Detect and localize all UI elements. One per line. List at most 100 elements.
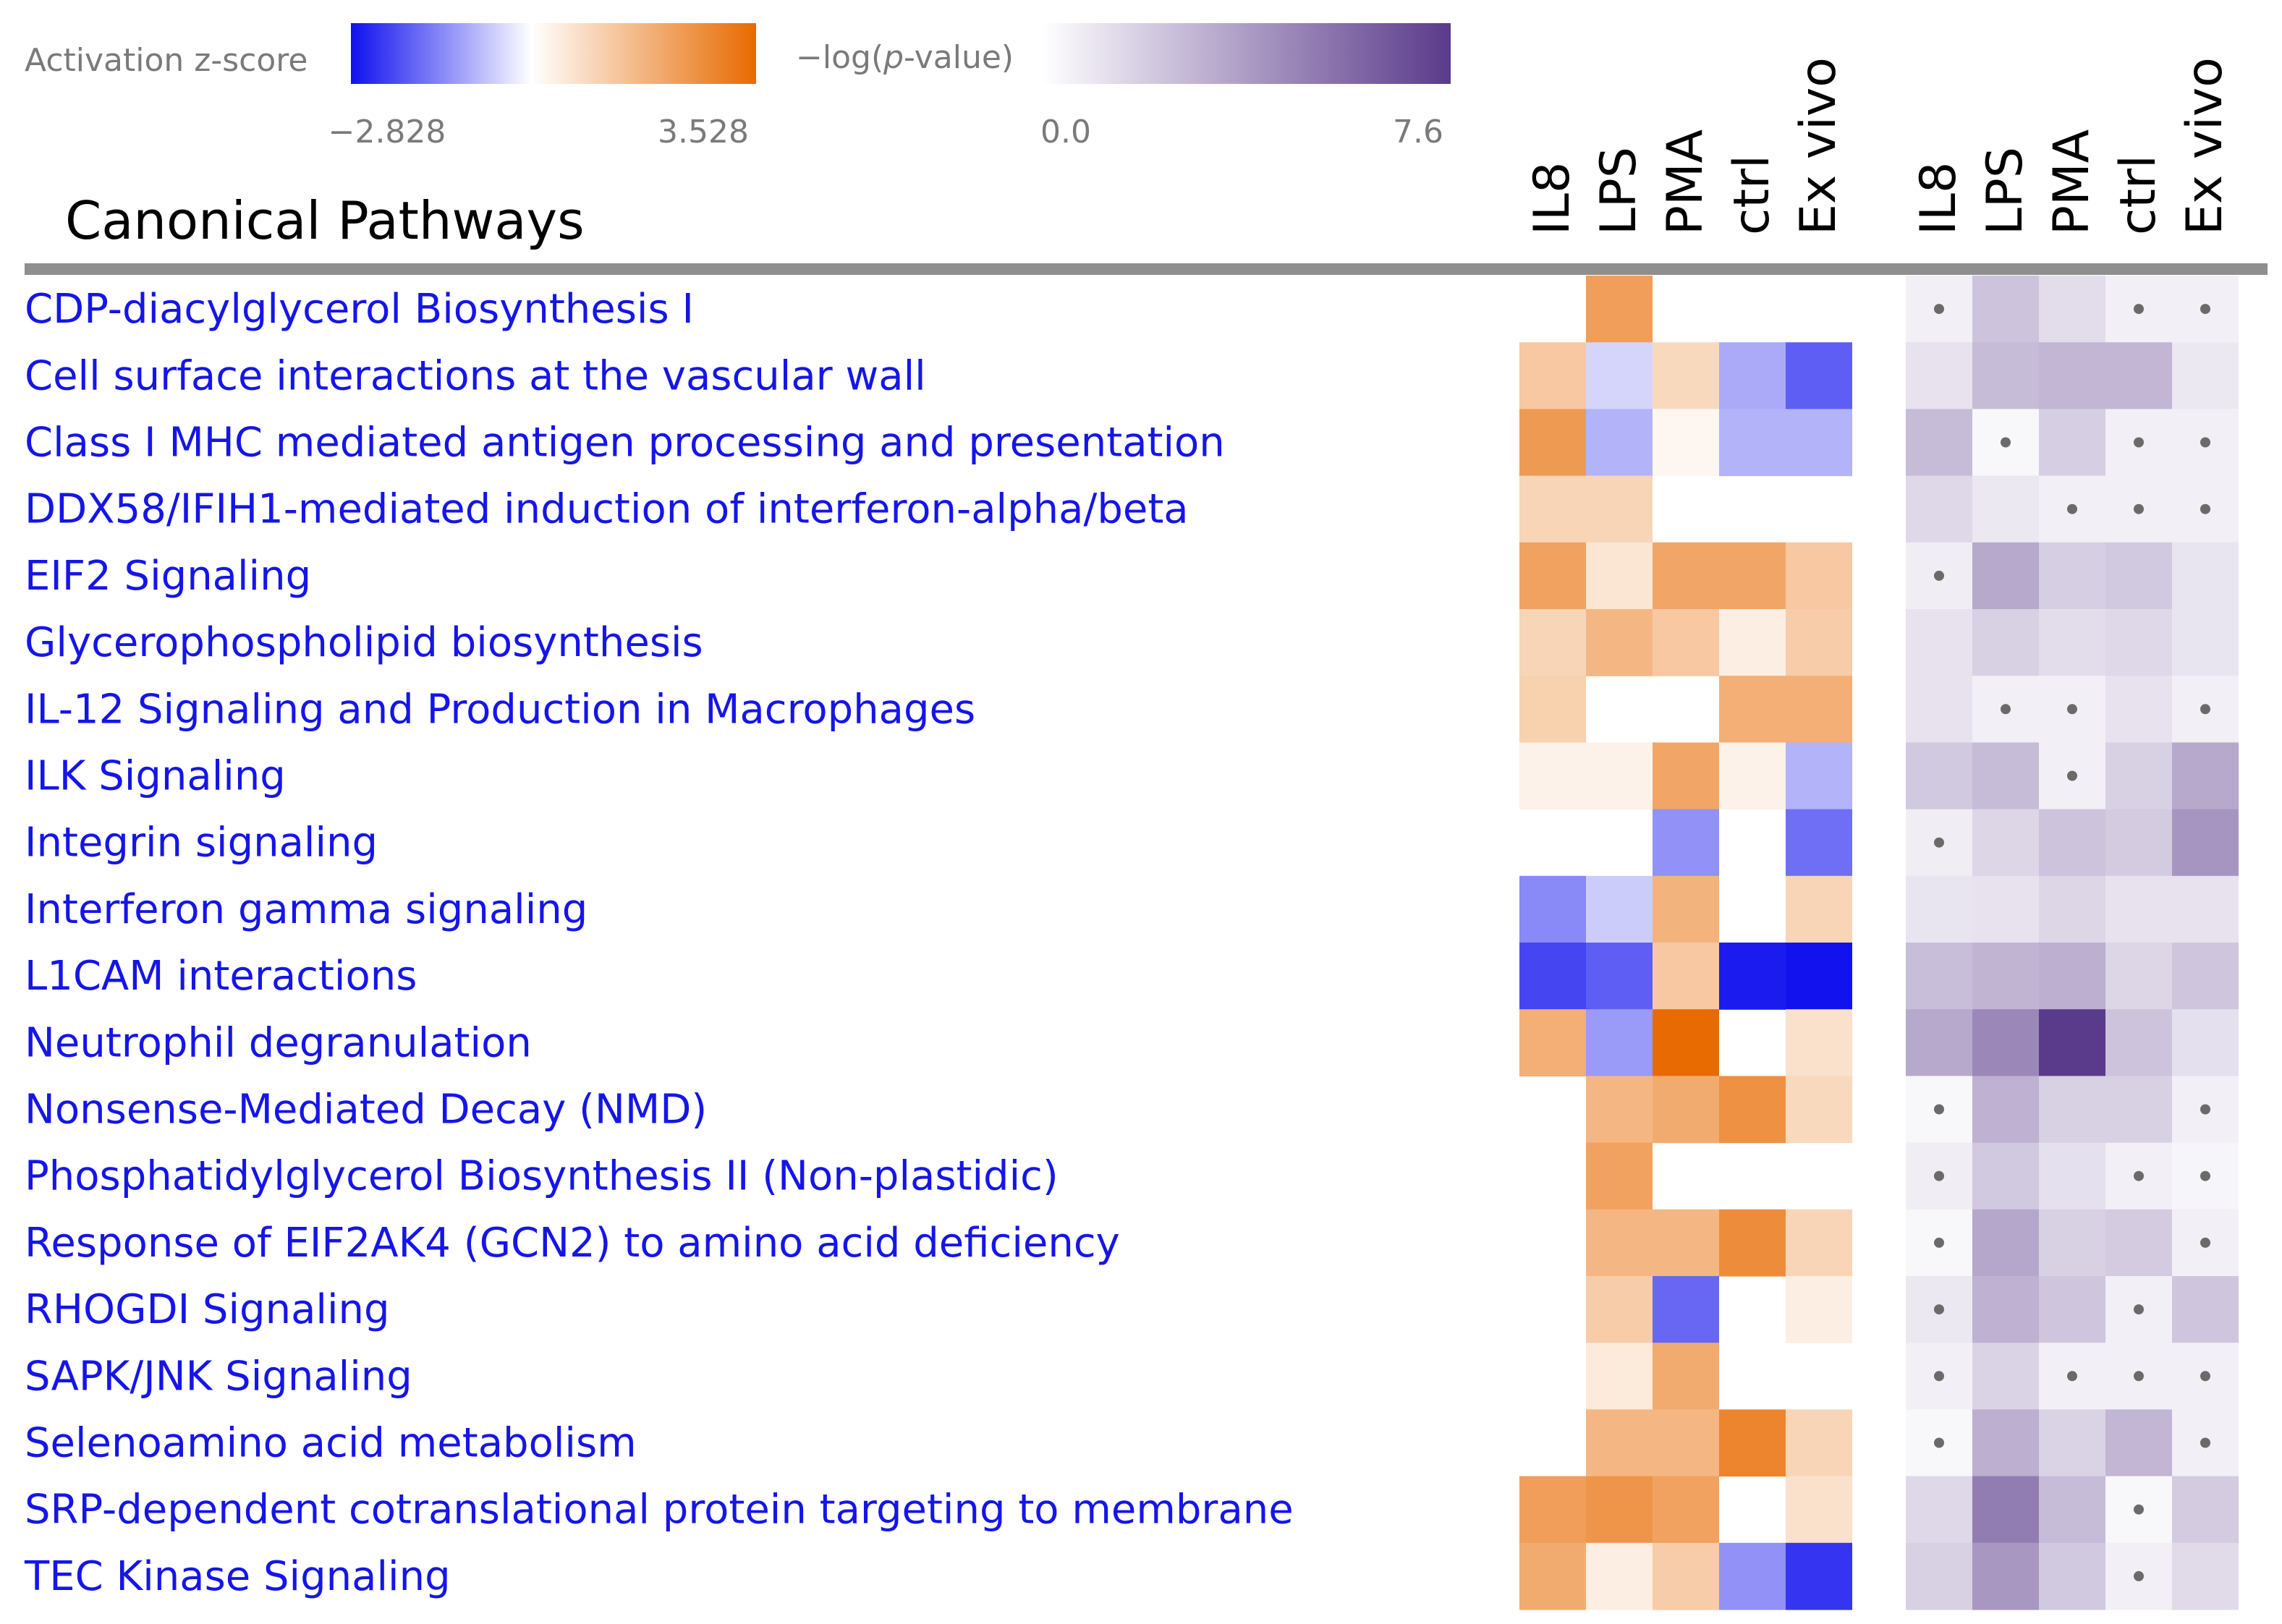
pvalue-cell — [2105, 742, 2172, 810]
zscore-cell — [1586, 1409, 1653, 1477]
zscore-cell — [1719, 342, 1786, 409]
zscore-cell — [1786, 875, 1852, 943]
pathway-label: Neutrophil degranulation — [25, 1019, 532, 1066]
nonsignificant-dot — [1934, 1237, 1944, 1248]
nonsignificant-dot — [1934, 1170, 1944, 1181]
zscore-column-label: Ex vivo — [1790, 57, 1847, 235]
pvalue-cell — [1906, 676, 1972, 743]
zscore-cell — [1786, 542, 1852, 610]
zscore-cell — [1519, 943, 1586, 1010]
nonsignificant-dot — [2200, 1237, 2210, 1248]
zscore-cell — [1653, 742, 1719, 810]
zscore-cell — [1719, 943, 1786, 1010]
nonsignificant-dot — [2134, 437, 2144, 448]
zscore-cell — [1586, 1542, 1653, 1610]
nonsignificant-dot — [2134, 503, 2144, 514]
nonsignificant-dot — [1934, 1371, 1944, 1382]
nonsignificant-dot — [1934, 837, 1944, 848]
pvalue-cell — [2105, 676, 2172, 743]
zscore-cell — [1719, 1209, 1786, 1277]
pathway-label: L1CAM interactions — [25, 953, 417, 1000]
pvalue-cell — [1972, 1542, 2039, 1610]
zscore-cell — [1719, 676, 1786, 743]
zscore-cell — [1586, 1209, 1653, 1277]
zscore-cells — [1519, 276, 1852, 1610]
zscore-cell — [1586, 943, 1653, 1010]
pvalue-cell — [2172, 542, 2239, 610]
zscore-cell — [1519, 1542, 1586, 1610]
pathway-label: TEC Kinase Signaling — [24, 1553, 451, 1600]
pvalue-cell — [2039, 1209, 2105, 1277]
zscore-cell — [1786, 342, 1852, 409]
zscore-cell — [1719, 409, 1786, 477]
zscore-cell — [1653, 1542, 1719, 1610]
pvalue-cell — [2105, 542, 2172, 610]
pvalue-cell — [1972, 1142, 2039, 1210]
nonsignificant-dot — [2134, 1371, 2144, 1382]
pvalue-cell — [2105, 1209, 2172, 1277]
pvalue-cell — [2172, 875, 2239, 943]
zscore-cell — [1519, 475, 1586, 543]
zscore-column-label: LPS — [1590, 147, 1647, 235]
nonsignificant-dot — [2134, 1570, 2144, 1581]
zscore-cell — [1586, 342, 1653, 409]
nonsignificant-dot — [1934, 304, 1944, 315]
zscore-cell — [1586, 1076, 1653, 1144]
nonsignificant-dot — [2001, 704, 2011, 715]
pvalue-cell — [2105, 1009, 2172, 1076]
pathway-label: EIF2 Signaling — [25, 553, 311, 600]
zscore-cell — [1786, 809, 1852, 877]
zscore-cell — [1719, 1542, 1786, 1610]
pvalue-cell — [2172, 1276, 2239, 1343]
pvalue-cell — [2105, 1076, 2172, 1144]
pvalue-cell — [2172, 1476, 2239, 1544]
zscore-cell — [1586, 875, 1653, 943]
pvalue-legend-label: −log(p-value) — [796, 39, 1014, 76]
zscore-cell — [1786, 1009, 1852, 1076]
pvalue-cell — [2039, 1076, 2105, 1144]
nonsignificant-dot — [1934, 1304, 1944, 1315]
pvalue-cell — [2172, 342, 2239, 409]
pvalue-cell — [2039, 609, 2105, 676]
zscore-cell — [1586, 409, 1653, 477]
zscore-cell — [1519, 742, 1586, 810]
zscore-column-label: PMA — [1657, 129, 1714, 235]
pvalue-cell — [1972, 276, 2039, 343]
pvalue-column-label: PMA — [2043, 129, 2100, 235]
zscore-max-label: 3.528 — [658, 114, 749, 150]
pvalue-cell — [1972, 1076, 2039, 1144]
pathway-label: Response of EIF2AK4 (GCN2) to amino acid… — [25, 1220, 1120, 1267]
zscore-cell — [1719, 542, 1786, 610]
nonsignificant-dot — [2200, 704, 2210, 715]
pvalue-cell — [1972, 1276, 2039, 1343]
pvalue-cell — [2172, 943, 2239, 1010]
pathway-label: RHOGDI Signaling — [25, 1286, 390, 1333]
pvalue-cell — [2172, 742, 2239, 810]
pathway-label: IL-12 Signaling and Production in Macrop… — [25, 686, 975, 733]
pvalue-cell — [1972, 1409, 2039, 1477]
zscore-cell — [1653, 1009, 1719, 1076]
pvalue-cell — [1972, 809, 2039, 877]
zscore-cell — [1786, 1542, 1852, 1610]
pvalue-cell — [1972, 1476, 2039, 1544]
nonsignificant-dot — [1934, 570, 1944, 581]
pvalue-color-bar — [1042, 23, 1451, 84]
pvalue-cell — [1972, 475, 2039, 543]
pvalue-cell — [1906, 409, 1972, 477]
zscore-cell — [1519, 1009, 1586, 1076]
zscore-cell — [1586, 276, 1653, 343]
pvalue-cell — [1906, 1009, 1972, 1076]
pvalue-min-label: 0.0 — [1040, 114, 1091, 150]
pvalue-cell — [1972, 1343, 2039, 1410]
nonsignificant-dot — [2067, 503, 2077, 514]
nonsignificant-dot — [2200, 1104, 2210, 1115]
nonsignificant-dot — [1934, 1104, 1944, 1115]
zscore-cell — [1786, 609, 1852, 676]
pvalue-cell — [1906, 342, 1972, 409]
zscore-legend-label: Activation z-score — [25, 42, 307, 79]
pvalue-max-label: 7.6 — [1393, 114, 1443, 150]
pathway-label: Cell surface interactions at the vascula… — [25, 352, 926, 399]
pvalue-cell — [2105, 1409, 2172, 1477]
pathway-label: DDX58/IFIH1-mediated induction of interf… — [25, 486, 1189, 533]
